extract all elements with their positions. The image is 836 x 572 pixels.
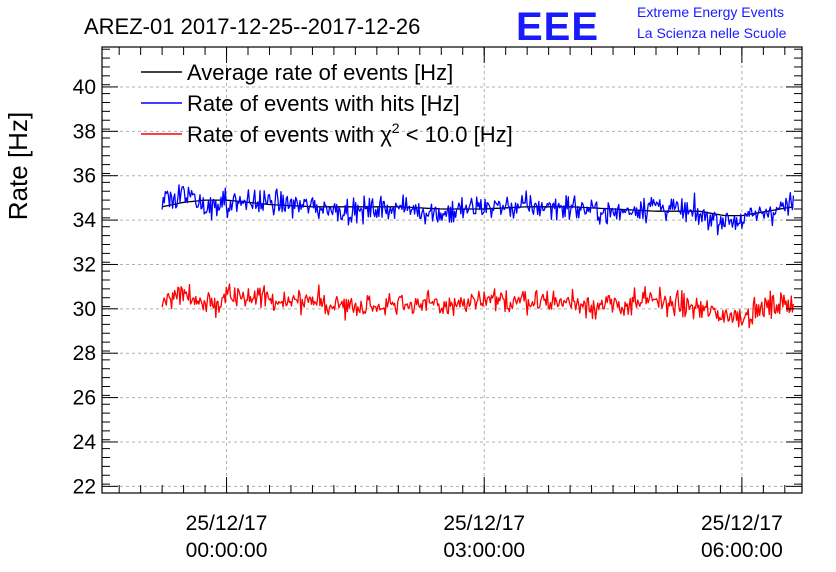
y-tick-label: 36 — [73, 165, 96, 188]
legend-chi2-suffix: < 10.0 [Hz] — [400, 122, 513, 147]
legend-chi-superscript: 2 — [392, 120, 400, 136]
logo-mark: EEE — [516, 5, 599, 49]
eee-logo: EEE Extreme Energy Events La Scienza nel… — [516, 4, 787, 49]
series-line-1 — [161, 184, 795, 236]
y-axis-label: Rate [Hz] — [3, 112, 33, 220]
y-tick-label: 38 — [73, 120, 96, 143]
legend-label-hits: Rate of events with hits [Hz] — [187, 91, 460, 116]
axis-ticks — [102, 47, 802, 494]
y-tick-label: 24 — [73, 431, 97, 454]
logo-line-2: La Scienza nelle Scuole — [637, 25, 787, 41]
y-tick-label: 40 — [73, 76, 96, 99]
y-tick-label: 28 — [73, 342, 96, 365]
y-tick-label: 22 — [73, 475, 96, 498]
x-tick-label-time: 06:00:00 — [701, 539, 783, 562]
y-tick-label: 26 — [73, 387, 96, 410]
y-tick-label: 34 — [73, 209, 97, 232]
chart-title: AREZ-01 2017-12-25--2017-12-26 — [84, 14, 420, 39]
x-tick-label-time: 00:00:00 — [186, 539, 268, 562]
tick-labels: 22 24 26 28 30 32 34 36 38 40 25/12/17 00:00:00 25/1… — [73, 76, 783, 562]
x-tick-label-date: 25/12/17 — [701, 512, 783, 535]
series-line-2 — [161, 283, 795, 329]
plot-frame — [101, 46, 803, 494]
x-tick-label-date: 25/12/17 — [443, 512, 525, 535]
y-tick-label: 30 — [73, 298, 96, 321]
legend-chi2-prefix: Rate of events with — [187, 122, 380, 147]
legend-label-chi2: Rate of events with χ2 < 10.0 [Hz] — [187, 120, 513, 147]
y-tick-label: 32 — [73, 253, 96, 276]
series-group — [161, 184, 795, 329]
x-tick-label-time: 03:00:00 — [443, 539, 525, 562]
x-tick-label-date: 25/12/17 — [186, 512, 268, 535]
legend-chi-symbol: χ — [380, 122, 392, 147]
legend: Average rate of events [Hz] Rate of even… — [141, 60, 513, 147]
logo-line-1: Extreme Energy Events — [637, 4, 784, 20]
legend-label-average: Average rate of events [Hz] — [187, 60, 453, 85]
